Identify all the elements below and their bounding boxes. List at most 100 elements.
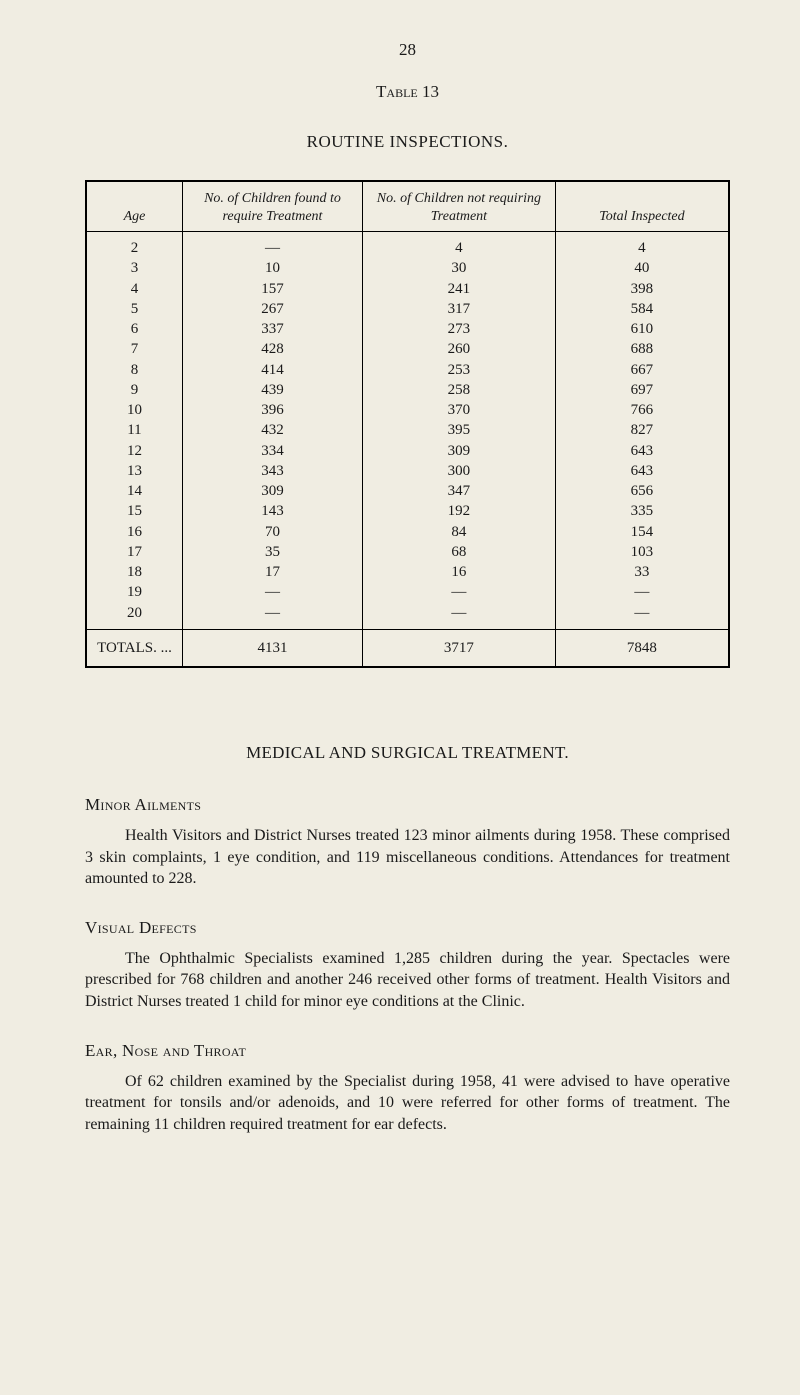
table-row: 7428260688 xyxy=(86,339,729,359)
table-totals-row: TOTALS. ...413137177848 xyxy=(86,629,729,667)
table-row: 14309347656 xyxy=(86,481,729,501)
table-cell: 17 xyxy=(86,542,182,562)
table-cell: 84 xyxy=(362,522,555,542)
col-header-age: Age xyxy=(86,181,182,232)
page-number: 28 xyxy=(85,40,730,60)
table-cell: 18 xyxy=(86,562,182,582)
table-cell: 370 xyxy=(362,400,555,420)
subheading-visual: Visual Defects xyxy=(85,918,730,938)
table-cell: 300 xyxy=(362,461,555,481)
table-row: 167084154 xyxy=(86,522,729,542)
table-cell: 12 xyxy=(86,441,182,461)
table-cell: 439 xyxy=(182,380,362,400)
table-cell: 157 xyxy=(182,279,362,299)
inspections-table: Age No. of Children found to require Tre… xyxy=(85,180,730,668)
table-cell: 656 xyxy=(555,481,729,501)
table-cell: 16 xyxy=(86,522,182,542)
table-cell: 335 xyxy=(555,501,729,521)
table-cell: 343 xyxy=(182,461,362,481)
table-cell: 253 xyxy=(362,360,555,380)
table-label: Table 13 xyxy=(85,82,730,102)
table-cell: 7 xyxy=(86,339,182,359)
subheading-ent: Ear, Nose and Throat xyxy=(85,1041,730,1061)
table-cell: 258 xyxy=(362,380,555,400)
table-cell: 432 xyxy=(182,420,362,440)
table-cell: 19 xyxy=(86,582,182,602)
table-row: 13343300643 xyxy=(86,461,729,481)
table-row: 19——— xyxy=(86,582,729,602)
table-cell: — xyxy=(362,603,555,630)
totals-cell: 3717 xyxy=(362,629,555,667)
table-row: 9439258697 xyxy=(86,380,729,400)
table-cell: 273 xyxy=(362,319,555,339)
table-cell: 15 xyxy=(86,501,182,521)
table-row: 15143192335 xyxy=(86,501,729,521)
table-cell: 643 xyxy=(555,461,729,481)
table-cell: — xyxy=(182,232,362,259)
table-cell: 9 xyxy=(86,380,182,400)
table-cell: 643 xyxy=(555,441,729,461)
table-cell: — xyxy=(555,603,729,630)
body-minor: Health Visitors and District Nurses trea… xyxy=(85,825,730,890)
table-cell: 337 xyxy=(182,319,362,339)
table-cell: — xyxy=(362,582,555,602)
subheading-minor: Minor Ailments xyxy=(85,795,730,815)
table-cell: 35 xyxy=(182,542,362,562)
table-row: 5267317584 xyxy=(86,299,729,319)
table-cell: 334 xyxy=(182,441,362,461)
table-row: 11432395827 xyxy=(86,420,729,440)
table-cell: 6 xyxy=(86,319,182,339)
totals-cell: 4131 xyxy=(182,629,362,667)
table-cell: 10 xyxy=(182,258,362,278)
document-page: 28 Table 13 ROUTINE INSPECTIONS. Age No.… xyxy=(0,0,800,1213)
body-visual: The Ophthalmic Specialists examined 1,28… xyxy=(85,948,730,1013)
table-cell: 40 xyxy=(555,258,729,278)
table-cell: 396 xyxy=(182,400,362,420)
table-cell: 317 xyxy=(362,299,555,319)
table-cell: 309 xyxy=(182,481,362,501)
table-cell: — xyxy=(182,582,362,602)
table-cell: 14 xyxy=(86,481,182,501)
table-row: 4157241398 xyxy=(86,279,729,299)
table-cell: 414 xyxy=(182,360,362,380)
table-cell: 33 xyxy=(555,562,729,582)
table-row: 3103040 xyxy=(86,258,729,278)
table-cell: 103 xyxy=(555,542,729,562)
table-cell: 398 xyxy=(555,279,729,299)
table-cell: 17 xyxy=(182,562,362,582)
table-row: 6337273610 xyxy=(86,319,729,339)
totals-label: TOTALS. ... xyxy=(86,629,182,667)
col-header-total: Total Inspected xyxy=(555,181,729,232)
table-cell: — xyxy=(182,603,362,630)
table-cell: 13 xyxy=(86,461,182,481)
table-cell: 4 xyxy=(362,232,555,259)
table-cell: 827 xyxy=(555,420,729,440)
table-cell: 2 xyxy=(86,232,182,259)
table-row: 12334309643 xyxy=(86,441,729,461)
table-cell: 428 xyxy=(182,339,362,359)
table-header-row: Age No. of Children found to require Tre… xyxy=(86,181,729,232)
totals-cell: 7848 xyxy=(555,629,729,667)
table-cell: 260 xyxy=(362,339,555,359)
heading-medical: MEDICAL AND SURGICAL TREATMENT. xyxy=(85,743,730,763)
table-cell: 766 xyxy=(555,400,729,420)
section-title: ROUTINE INSPECTIONS. xyxy=(85,132,730,152)
table-cell: 3 xyxy=(86,258,182,278)
table-cell: 4 xyxy=(86,279,182,299)
table-cell: 5 xyxy=(86,299,182,319)
table-cell: 4 xyxy=(555,232,729,259)
table-cell: 667 xyxy=(555,360,729,380)
table-cell: 192 xyxy=(362,501,555,521)
table-row: 8414253667 xyxy=(86,360,729,380)
table-cell: 241 xyxy=(362,279,555,299)
table-cell: 68 xyxy=(362,542,555,562)
table-cell: — xyxy=(555,582,729,602)
body-ent: Of 62 children examined by the Specialis… xyxy=(85,1071,730,1136)
table-cell: 309 xyxy=(362,441,555,461)
table-row: 18171633 xyxy=(86,562,729,582)
table-cell: 70 xyxy=(182,522,362,542)
table-cell: 610 xyxy=(555,319,729,339)
col-header-notrequire: No. of Children not requiring Treatment xyxy=(362,181,555,232)
table-cell: 584 xyxy=(555,299,729,319)
table-cell: 697 xyxy=(555,380,729,400)
